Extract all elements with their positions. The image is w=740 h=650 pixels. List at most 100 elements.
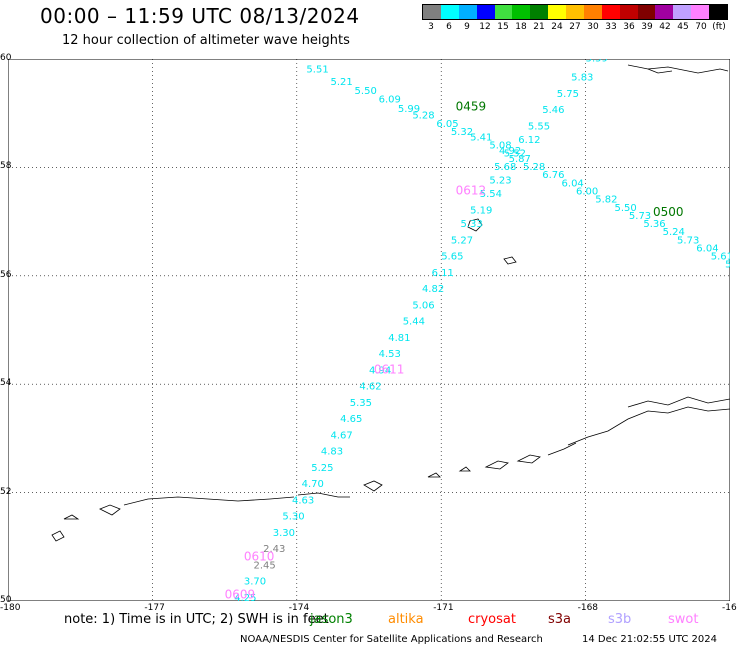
footer-timestamp: 14 Dec 21:02:55 UTC 2024 xyxy=(582,634,717,645)
swh-value-descending: 4.92 xyxy=(499,146,521,157)
swh-value-descending: 5.41 xyxy=(470,132,492,143)
swh-value-ascending: 4.25 xyxy=(234,593,256,601)
swh-value-descending: 5.28 xyxy=(412,111,434,122)
legend-swatch xyxy=(709,5,727,19)
map-grid xyxy=(8,59,730,601)
legend-label: 15 xyxy=(497,22,509,32)
swh-value-descending: 6.00 xyxy=(576,187,598,198)
swh-value-ascending: 5.52 xyxy=(504,149,526,160)
legend-swatch xyxy=(440,5,459,19)
legend-label: 9 xyxy=(464,22,470,32)
swh-value-ascending: 5.44 xyxy=(403,317,425,328)
swh-value-ascending: 5.46 xyxy=(542,105,564,116)
swh-value-descending: 5.08 xyxy=(489,140,511,151)
lat-tick-label: 60 xyxy=(0,53,12,63)
legend-label: 21 xyxy=(533,22,545,32)
legend-swatch xyxy=(548,5,566,19)
wave-height-map: 5.325.515.215.506.095.995.286.055.325.41… xyxy=(8,59,730,601)
satellite-s3a: s3a xyxy=(548,612,572,627)
swh-value-ascending: 4.53 xyxy=(379,349,401,360)
lat-tick-label: 54 xyxy=(0,378,12,389)
lon-tick-label: -180 xyxy=(0,603,21,613)
swh-value-descending: 6.04 xyxy=(562,178,584,189)
swh-value-descending: 5.32 xyxy=(451,127,473,138)
swh-value-descending: 5.24 xyxy=(663,227,685,238)
legend-label: 42 xyxy=(659,22,671,32)
lat-tick-label: 52 xyxy=(0,486,12,497)
swh-value-ascending: 5.33 xyxy=(460,219,482,230)
swh-value-descending: 6.04 xyxy=(696,243,718,254)
page-subtitle: 12 hour collection of altimeter wave hei… xyxy=(62,33,350,48)
legend-swatch xyxy=(601,5,620,19)
swh-value-ascending: 5.54 xyxy=(480,189,502,200)
pass-time-label: 0609 xyxy=(225,587,256,601)
page-title: 00:00 – 11:59 UTC 08/13/2024 xyxy=(40,4,360,28)
swh-value-ascending: 2.43 xyxy=(263,544,285,555)
lon-tick-label: -171 xyxy=(433,603,454,613)
swh-value-ascending: 4.70 xyxy=(302,479,324,490)
lat-tick-label: 58 xyxy=(0,161,12,172)
satellite-swot: swot xyxy=(668,612,699,627)
legend-swatch xyxy=(583,5,602,19)
coastline xyxy=(51,64,730,542)
swh-value-ascending: 6.11 xyxy=(432,268,454,279)
legend-label: 30 xyxy=(587,22,599,32)
swh-value-ascending: 4.67 xyxy=(330,430,352,441)
lon-tick-label: -177 xyxy=(144,603,165,613)
legend-label: 45 xyxy=(677,22,689,32)
satellite-altika: altika xyxy=(388,612,424,627)
swh-value-ascending: 5.59 xyxy=(586,59,608,65)
legend-swatch xyxy=(494,5,513,19)
swh-value-ascending: 5.83 xyxy=(571,73,593,84)
swh-value-descending: 5.82 xyxy=(595,195,617,206)
pass-time-label: 0500 xyxy=(653,205,684,219)
pass-time-label: 0612 xyxy=(456,184,487,198)
lon-tick-label: -174 xyxy=(288,603,310,613)
swh-value-descending: 5.50 xyxy=(355,86,377,97)
satellite-s3b: s3b xyxy=(608,612,632,627)
swh-value-ascending: 3.30 xyxy=(273,528,295,539)
swh-value-descending: 5.50 xyxy=(614,203,636,214)
legend-label: 33 xyxy=(605,22,617,32)
satellite-jason3: jason3 xyxy=(310,612,353,627)
legend-swatch xyxy=(476,5,495,19)
pass-time-label: 0610 xyxy=(244,549,275,563)
legend-label: 12 xyxy=(479,22,491,32)
legend-swatch xyxy=(566,5,584,19)
legend-label: 36 xyxy=(623,22,635,32)
legend-swatch xyxy=(655,5,674,19)
swh-value-ascending: 5.19 xyxy=(470,205,492,216)
legend-label: 3 xyxy=(428,22,434,32)
swh-value-descending: 6.09 xyxy=(379,94,401,105)
swh-value-ascending: 5.30 xyxy=(282,512,304,523)
swh-value-descending: 5.87 xyxy=(509,154,531,165)
pass-time-label: 0611 xyxy=(374,362,405,376)
swh-value-descending: 5.33 xyxy=(725,260,730,271)
swh-value-ascending: 5.06 xyxy=(412,300,434,311)
swh-value-descending: 5.73 xyxy=(677,235,699,246)
swh-value-ascending: 5.65 xyxy=(441,252,463,263)
legend-label: 70 xyxy=(695,22,707,32)
legend-swatch xyxy=(691,5,709,19)
swh-value-descending: 5.99 xyxy=(398,104,420,115)
legend-swatch xyxy=(512,5,531,19)
color-legend xyxy=(422,4,728,20)
swh-value-descending: 5.21 xyxy=(330,77,352,88)
pass-time-labels: 0459 0500 0612 0611 0610 0609 xyxy=(225,99,684,601)
swh-value-descending: 5.61 xyxy=(711,252,730,263)
swh-value-descending: 6.05 xyxy=(436,119,458,130)
legend-labels: 3 6 9 12 15 18 21 24 27 30 33 36 39 42 45 70 (ft) xyxy=(422,22,728,34)
pass-time-label: 0459 xyxy=(456,99,487,113)
legend-swatch xyxy=(619,5,638,19)
swh-value-descending: 6.76 xyxy=(542,170,564,181)
legend-label: 18 xyxy=(515,22,527,32)
swh-value-descending: 5.73 xyxy=(629,211,651,222)
swh-value-ascending: 5.68 xyxy=(494,162,516,173)
legend-swatch xyxy=(673,5,692,19)
swh-value-descending: 5.51 xyxy=(306,65,328,76)
lon-tick-label: -16 xyxy=(722,603,737,613)
swh-value-descending: 5.36 xyxy=(643,219,665,230)
swh-value-descending: 5.32 xyxy=(287,59,309,61)
altimeter-tracks: 5.325.515.215.506.095.995.286.055.325.41… xyxy=(234,59,730,601)
footer-note: note: 1) Time is in UTC; 2) SWH is in fe… xyxy=(64,612,329,627)
